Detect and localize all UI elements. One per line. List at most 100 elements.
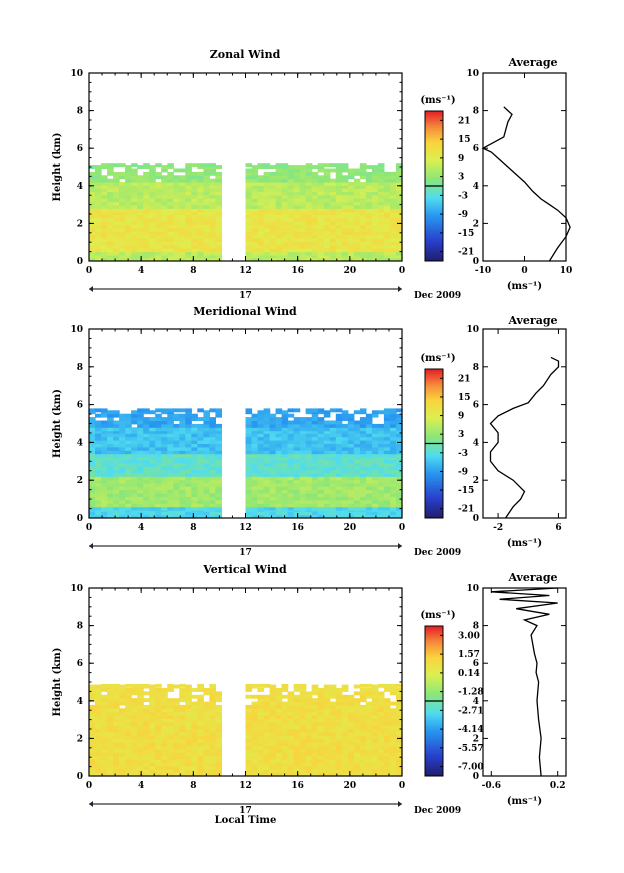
heatmap-cell [209,436,216,441]
colorbar-swatch [425,254,443,257]
heatmap-cell [95,429,102,434]
heatmap-cell [173,201,180,206]
heatmap-cell [215,708,222,713]
heatmap-cell [347,698,355,703]
heatmap-cell [347,762,355,767]
heatmap-cell [89,257,96,262]
heatmap-cell [245,765,253,770]
heatmap-cell [317,482,325,487]
heatmap-cell [209,765,216,770]
heatmap-cell [353,511,361,516]
heatmap-cell [383,171,391,176]
heatmap-cell [209,423,216,428]
heatmap-cell [396,205,403,209]
heatmap-cell [167,683,174,688]
colorbar-swatch [425,689,443,693]
heatmap-cell [173,194,180,199]
heatmap-cell [131,459,138,464]
heatmap-cell [137,254,144,259]
heatmap-cell [215,698,222,703]
heatmap-cell [215,217,222,222]
heatmap-cell [251,748,259,753]
heatmap-cell [143,506,150,511]
heatmap-cell [143,248,150,253]
heatmap-cell [209,440,216,444]
heatmap-cell [305,762,313,767]
heatmap-cell [365,221,373,225]
heatmap-cell [119,479,126,484]
heatmap-cell [245,482,253,487]
heatmap-cell [203,762,210,767]
heatmap-cell [245,244,253,249]
heatmap-cell [281,748,289,753]
heatmap-cell [365,725,373,730]
heatmap-cell [365,198,373,203]
heatmap-cell [281,482,289,487]
heatmap-cell [161,408,168,413]
heatmap-cell [161,231,168,236]
heatmap-cell [257,254,265,259]
heatmap-cell [173,725,180,730]
heatmap-cell [383,427,391,432]
heatmap-cell [185,748,192,753]
panel-title: Meridional Wind [193,305,297,318]
heatmap-cell [281,765,289,770]
x-tick-label: 12 [239,266,252,276]
heatmap-cell [203,234,210,239]
heatmap-cell [101,234,108,239]
heatmap-cell [197,725,204,730]
heatmap-cell [119,759,126,763]
heatmap-cell [341,755,349,760]
heatmap-cell [329,499,337,504]
heatmap-cell [263,742,271,747]
heatmap-cell [287,178,295,183]
heatmap-cell [323,208,331,213]
heatmap-cell [371,182,379,186]
heatmap-cell [101,514,108,519]
heatmap-cell [113,514,120,519]
heatmap-cell [377,188,385,192]
colorbar-swatch [425,244,443,248]
heatmap-cell [215,194,222,199]
heatmap-cell [299,738,307,743]
heatmap-cell [179,182,186,186]
heatmap-cell [359,735,367,740]
heatmap-cell [396,443,403,448]
heatmap-cell [149,423,156,428]
heatmap-cell [149,711,156,716]
heatmap-cell [263,453,271,458]
heatmap-cell [377,486,385,491]
heatmap-cell [305,469,313,474]
heatmap-cell [101,178,108,183]
heatmap-cell [299,683,307,688]
average-y-tick-label: 8 [473,107,479,117]
heatmap-cell [119,443,126,448]
heatmap-cell [305,211,313,215]
heatmap-cell [185,163,192,168]
heatmap-cell [113,762,120,767]
heatmap-cell [191,198,198,203]
heatmap-cell [95,413,102,418]
heatmap-cell [305,184,313,189]
heatmap-cell [317,479,325,484]
heatmap-cell [179,231,186,236]
heatmap-cell [287,251,295,256]
heatmap-cell [167,496,174,501]
heatmap-cell [89,742,96,747]
heatmap-cell [377,489,385,494]
average-x-label: (ms⁻¹) [507,796,542,807]
heatmap-cell [317,453,325,458]
heatmap-cell [245,711,253,716]
heatmap-cell [131,178,138,183]
heatmap-cell [275,735,283,740]
colorbar-swatch [425,513,443,517]
heatmap-cell [371,738,379,743]
colorbar-swatch [425,757,443,761]
heatmap-cell [299,493,307,497]
heatmap-cell [119,205,126,209]
heatmap-cell [155,440,162,444]
heatmap-cell [131,748,138,753]
heatmap-cell [101,499,108,504]
colorbar-tick-label: 15 [458,393,471,403]
heatmap-cell [335,732,343,736]
